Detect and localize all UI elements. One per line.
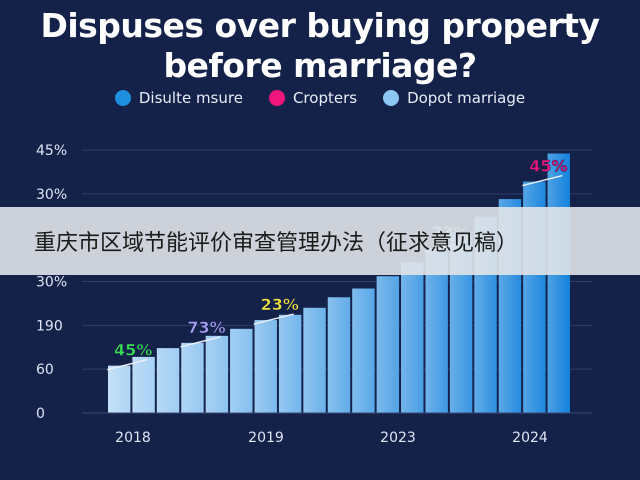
y-tick-label: 0 bbox=[36, 406, 45, 422]
bar-highlight bbox=[449, 232, 473, 413]
bar-highlight bbox=[376, 276, 400, 413]
legend: Disulte msure Cropters Dopot marriage bbox=[0, 89, 640, 107]
bar-highlight bbox=[230, 328, 253, 413]
legend-item-disulte: Disulte msure bbox=[114, 89, 243, 107]
bar-highlight bbox=[352, 288, 375, 413]
banner-text: 重庆市区域节能评价审查管理办法（征求意见稿） bbox=[34, 231, 519, 256]
y-tick-label: 60 bbox=[36, 362, 54, 378]
bar-highlight bbox=[425, 248, 448, 413]
legend-swatch bbox=[383, 90, 400, 106]
overlay-banner: 重庆市区域节能评价审查管理办法（征求意见稿） bbox=[0, 207, 640, 275]
legend-item-cropters: Cropters bbox=[268, 89, 358, 107]
bar-highlight bbox=[132, 356, 155, 413]
x-tick-label: 2024 bbox=[512, 430, 548, 446]
bar-highlight bbox=[303, 307, 326, 413]
legend-swatch bbox=[268, 90, 285, 106]
bar-highlight bbox=[108, 365, 131, 413]
title-line-1: Dispuses over buying property bbox=[40, 6, 600, 45]
x-tick-label: 2019 bbox=[248, 430, 284, 446]
x-tick-label: 2023 bbox=[380, 430, 416, 446]
bar-highlight bbox=[205, 335, 229, 413]
bar-highlight bbox=[278, 314, 302, 413]
legend-label: Cropters bbox=[292, 89, 358, 107]
chart-title: Dispuses over buying property before mar… bbox=[0, 6, 640, 86]
annotation-leader bbox=[180, 336, 221, 348]
annotation-leader bbox=[107, 358, 148, 371]
annotation-label: 45% bbox=[529, 157, 567, 176]
y-tick-label: 190 bbox=[36, 318, 63, 334]
legend-label: Dopot marriage bbox=[407, 89, 526, 107]
annotation-leader bbox=[522, 174, 563, 187]
y-tick-label: 30% bbox=[36, 187, 67, 203]
bar-highlight bbox=[401, 262, 424, 413]
annotation-label: 23% bbox=[261, 295, 299, 314]
y-tick-label: 30% bbox=[36, 275, 67, 291]
bar-highlight bbox=[547, 153, 570, 414]
x-tick-label: 2018 bbox=[115, 430, 151, 446]
annotation-leader bbox=[253, 313, 294, 325]
bar-highlight bbox=[254, 320, 277, 413]
annotation-label: 45% bbox=[114, 341, 152, 360]
title-line-2: before marriage? bbox=[163, 46, 477, 85]
legend-swatch bbox=[114, 90, 131, 106]
bar-highlight bbox=[156, 348, 180, 413]
bar-highlight bbox=[181, 342, 204, 413]
y-tick-label: 45% bbox=[36, 143, 67, 159]
legend-label: Disulte msure bbox=[138, 89, 243, 107]
legend-item-dopot: Dopot marriage bbox=[383, 89, 525, 107]
annotation-label: 73% bbox=[187, 318, 225, 337]
bar-highlight bbox=[327, 297, 351, 413]
